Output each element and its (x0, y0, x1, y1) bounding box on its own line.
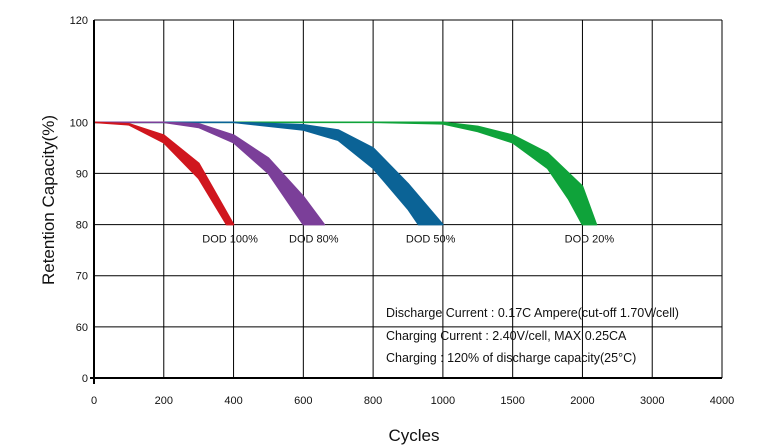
x-tick-label: 1000 (431, 395, 455, 407)
label-dod-20: DOD 20% (565, 234, 615, 246)
y-tick-label: 80 (76, 220, 88, 232)
y-tick-label: 100 (70, 117, 88, 129)
x-tick-label: 200 (155, 395, 173, 407)
y-axis-title: Retention Capacity(%) (39, 115, 58, 285)
y-tick-label: 70 (76, 271, 88, 283)
y-tick-label: 60 (76, 322, 88, 334)
x-tick-label: 1500 (500, 395, 524, 407)
grid-lines (93, 19, 723, 378)
x-axis-title: Cycles (388, 426, 439, 445)
y-tick-label: 120 (70, 15, 88, 27)
x-tick-labels: 0 200 400 600 800 1000 1500 2000 3000 4000 (91, 395, 734, 407)
y-tick-label: 90 (76, 168, 88, 180)
x-tick-label: 3000 (640, 395, 664, 407)
x-tick-label: 400 (224, 395, 242, 407)
band-dod-80 (93, 121, 326, 226)
note-discharge-current: Discharge Current : 0.17C Ampere(cut-off… (386, 306, 679, 320)
series-bands (93, 121, 598, 226)
band-dod-100 (93, 121, 235, 226)
conditions-note: Discharge Current : 0.17C Ampere(cut-off… (386, 306, 679, 365)
x-tick-label: 600 (294, 395, 312, 407)
note-charging-current: Charging Current : 2.40V/cell, MAX 0.25C… (386, 329, 627, 343)
label-dod-50: DOD 50% (406, 234, 456, 246)
y-tick-label: 0 (82, 373, 88, 385)
band-dod-50 (93, 121, 444, 226)
label-dod-100: DOD 100% (202, 234, 258, 246)
x-tick-label: 4000 (710, 395, 734, 407)
x-tick-label: 800 (364, 395, 382, 407)
note-charging: Charging : 120% of discharge capacity(25… (386, 351, 636, 365)
band-dod-20 (93, 121, 598, 226)
x-tick-label: 0 (91, 395, 97, 407)
axes (90, 20, 722, 384)
label-dod-80: DOD 80% (289, 234, 339, 246)
series-labels: DOD 100% DOD 80% DOD 50% DOD 20% (202, 234, 614, 246)
y-tick-labels: 0 60 70 80 90 100 120 (70, 15, 88, 385)
x-tick-label: 2000 (570, 395, 594, 407)
